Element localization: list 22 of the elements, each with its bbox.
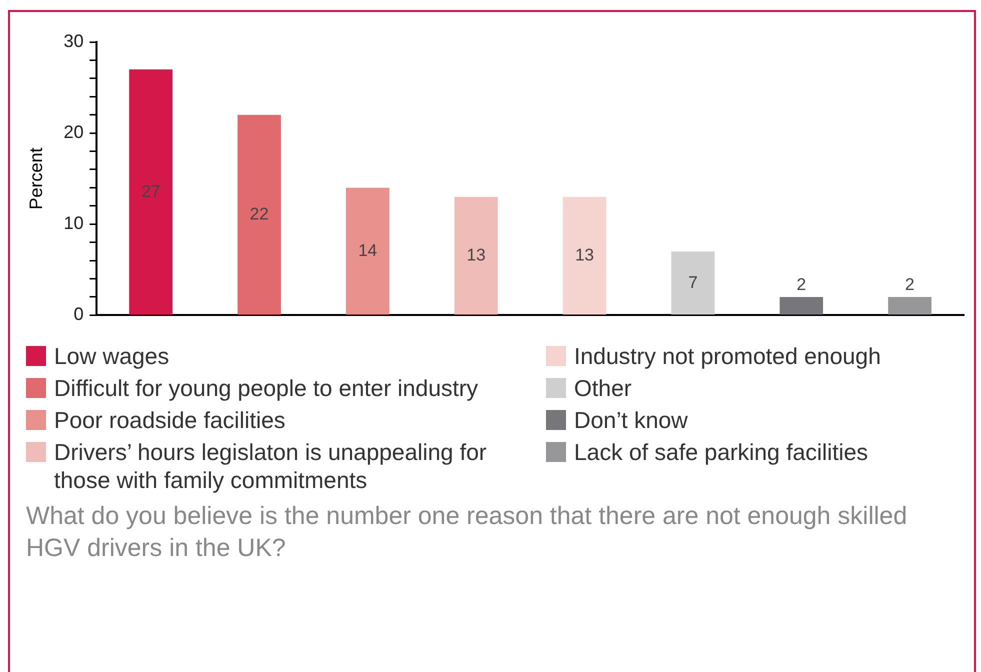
y-tick-label: 20 (64, 122, 84, 142)
data-label: 13 (575, 246, 594, 265)
legend-label: Drivers’ hours legislaton is unappealing for those with family commitments (54, 438, 488, 494)
y-tick-label: 10 (64, 213, 84, 234)
data-label: 2 (796, 274, 806, 294)
data-label: 22 (250, 204, 269, 224)
data-label: 7 (688, 273, 698, 292)
legend-label: Poor roadside facilities (54, 406, 286, 434)
data-label: 13 (466, 246, 486, 265)
y-tick-label: 30 (64, 30, 84, 51)
data-label: 2 (905, 274, 915, 294)
legend-label: Other (574, 374, 632, 402)
legend-label: Low wages (54, 342, 170, 370)
y-axis-title: Percent (26, 148, 46, 210)
legend-label: Lack of safe parking facilities (574, 438, 868, 466)
data-label: 27 (141, 182, 160, 201)
legend-label: Industry not promoted enough (574, 342, 881, 370)
y-tick-label: 0 (74, 304, 84, 324)
text: What do you believe is the number one reason that there are not enough skilled HGV drivers in the UK? (26, 501, 908, 564)
legend-label: Don’t know (574, 406, 688, 434)
data-label: 14 (358, 241, 378, 260)
legend-label: Difficult for young people to enter industry (54, 374, 478, 402)
